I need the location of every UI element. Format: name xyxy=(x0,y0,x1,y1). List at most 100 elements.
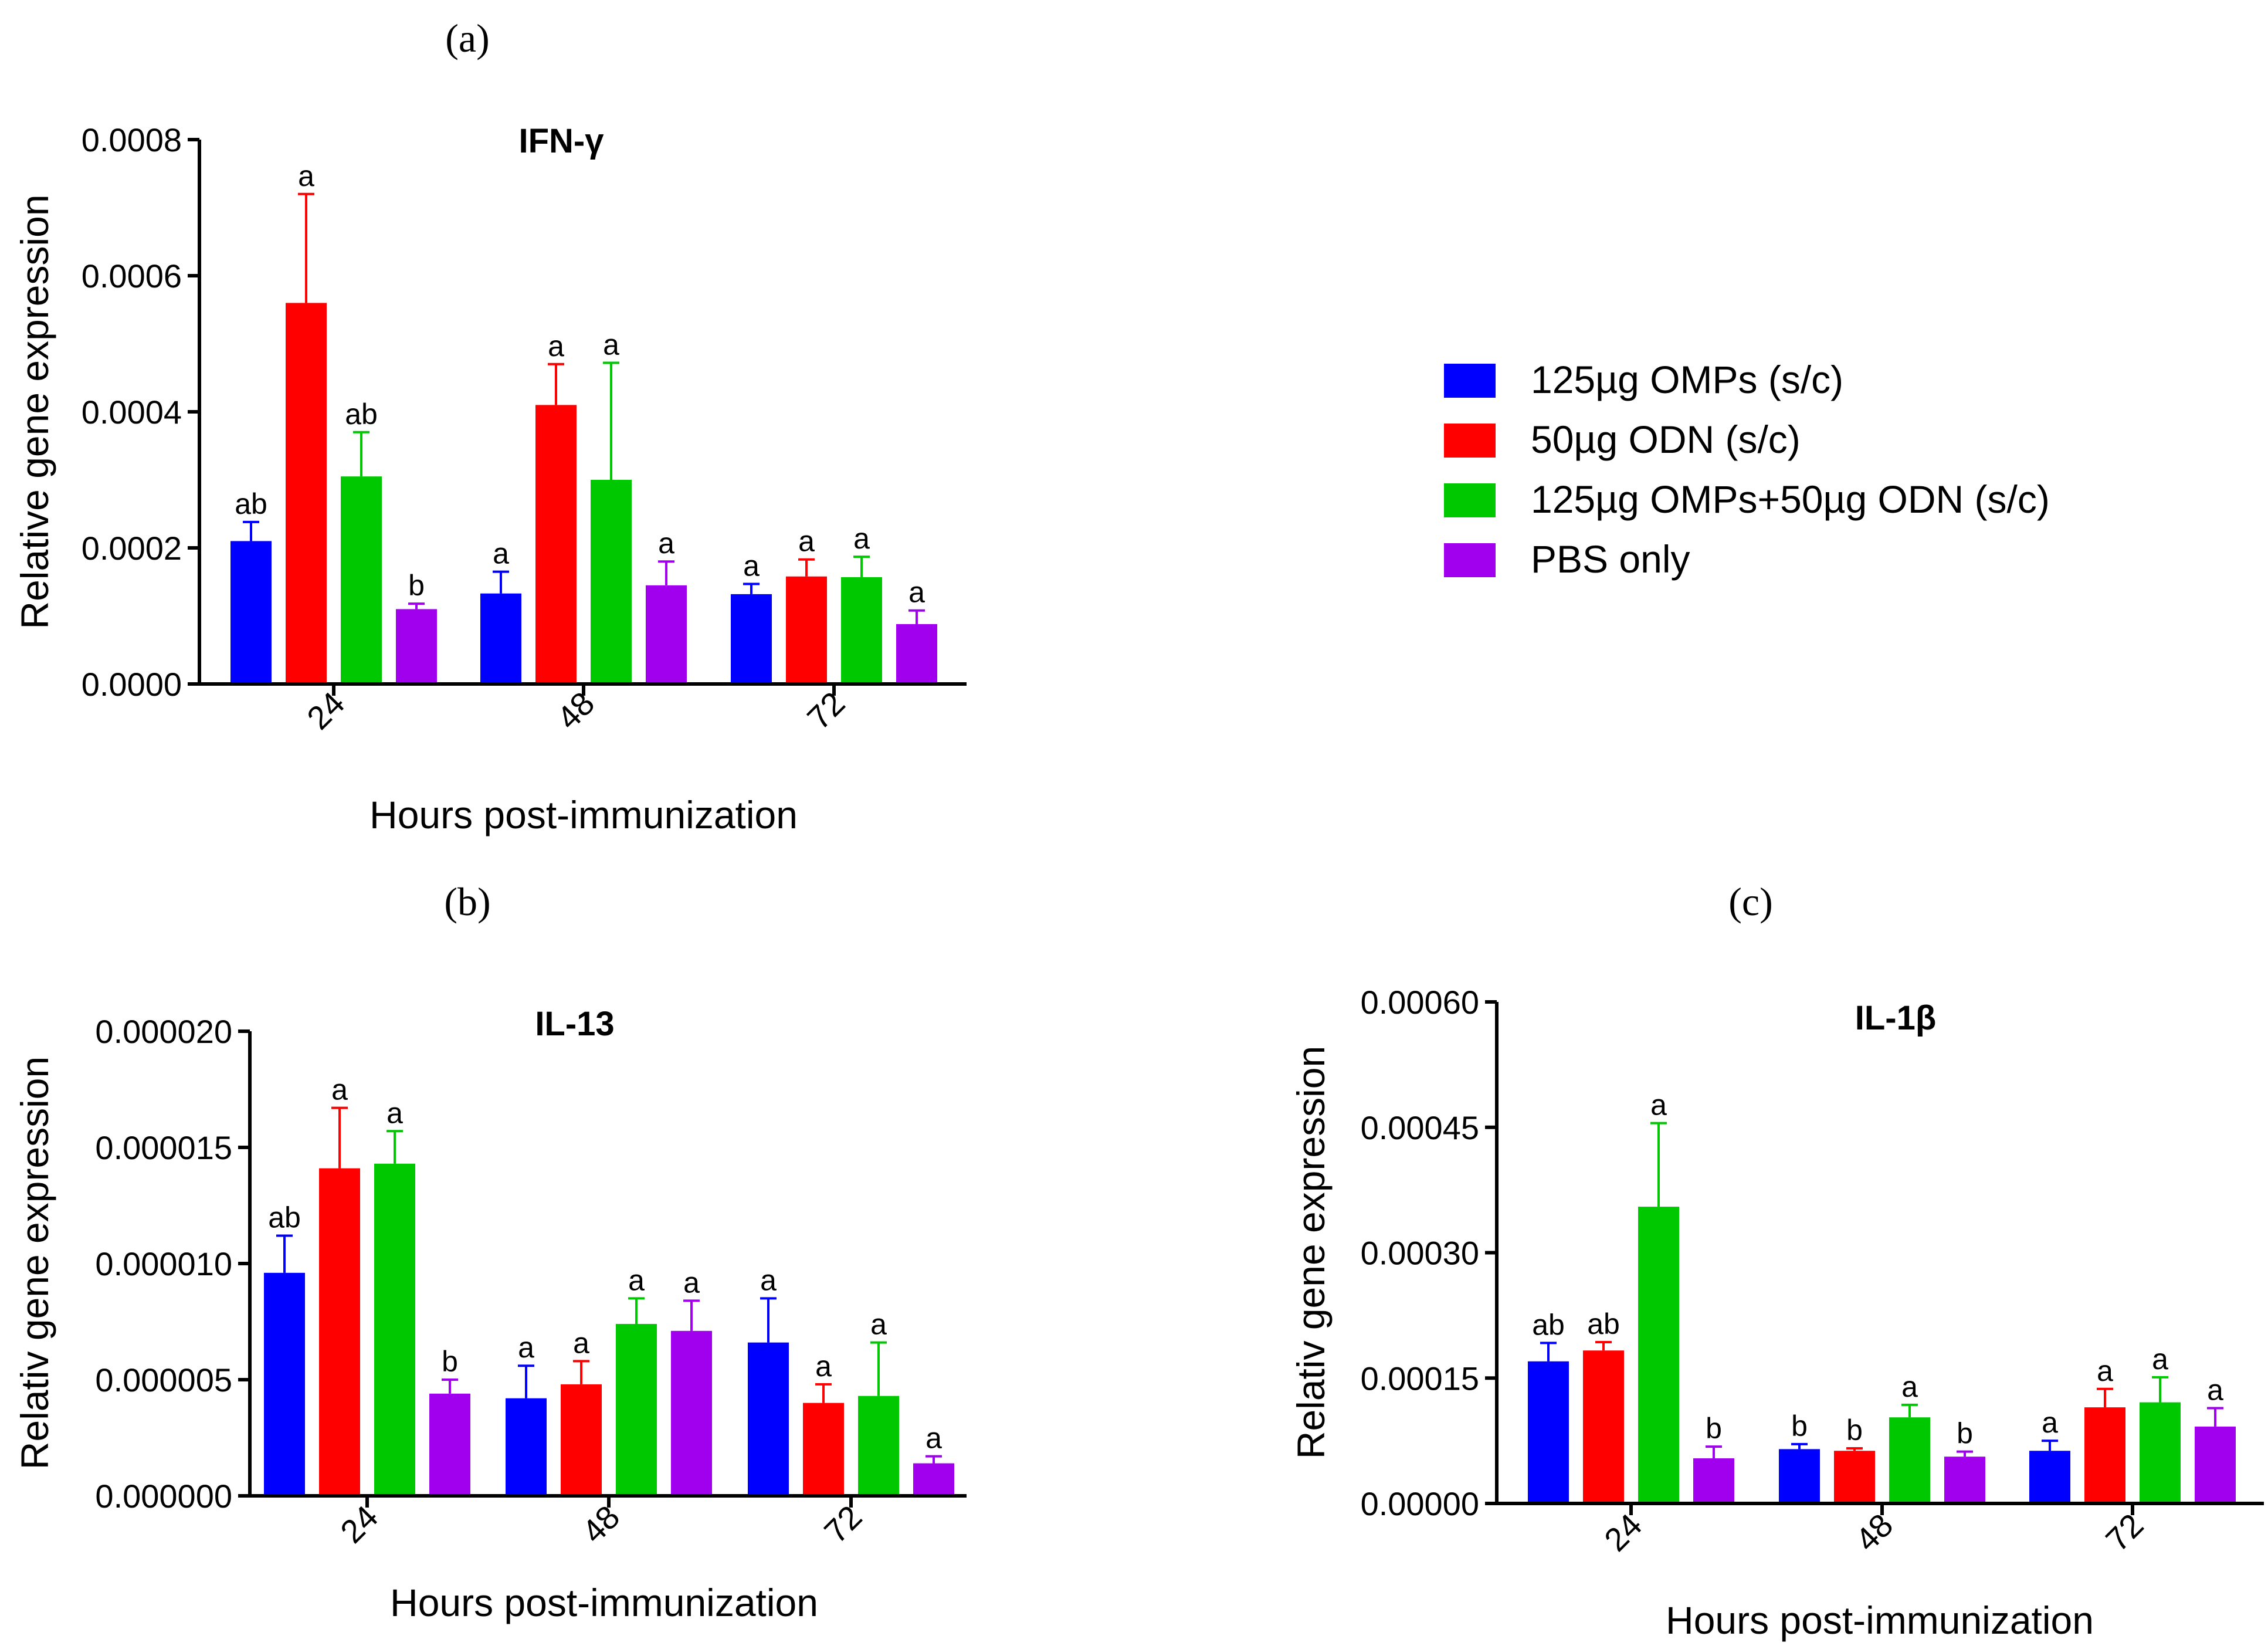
x-tick-label: 48 xyxy=(1848,1506,1900,1559)
significance-label: a xyxy=(573,1326,589,1359)
significance-label: a xyxy=(493,537,509,570)
chart-ifn-gamma: IFN-γ Relative gene expression Hours post-… xyxy=(13,121,967,836)
x-tick-label: 24 xyxy=(1597,1506,1649,1559)
significance-label: a xyxy=(2152,1343,2168,1376)
x-axis-label: Hours post-immunization xyxy=(1666,1598,2094,1642)
bar xyxy=(2140,1402,2181,1503)
significance-label: a xyxy=(815,1350,832,1383)
y-tick-label: 0.0008 xyxy=(82,121,182,158)
significance-label: a xyxy=(925,1422,942,1455)
bar xyxy=(230,541,272,684)
legend-item-label: 125µg OMPs (s/c) xyxy=(1531,358,1843,401)
bar xyxy=(1583,1350,1624,1503)
bar xyxy=(731,594,772,684)
significance-label: a xyxy=(1901,1370,1918,1403)
x-tick-label: 48 xyxy=(575,1498,627,1550)
y-tick-label: 0.00015 xyxy=(1361,1360,1479,1397)
bar xyxy=(616,1323,657,1496)
significance-label: a xyxy=(760,1264,777,1296)
significance-label: b xyxy=(1791,1410,1808,1442)
bar xyxy=(1889,1417,1930,1503)
significance-label: ab xyxy=(345,398,378,431)
significance-label: a xyxy=(298,160,314,192)
significance-label: a xyxy=(853,522,870,555)
significance-label: a xyxy=(870,1308,887,1341)
bar xyxy=(671,1330,712,1496)
significance-label: a xyxy=(603,328,619,361)
significance-label: a xyxy=(2042,1406,2058,1439)
bar xyxy=(1944,1457,1985,1503)
y-axis-label: Relativ gene expression xyxy=(13,1056,56,1469)
y-tick-label: 0.000020 xyxy=(95,1013,232,1050)
significance-label: a xyxy=(658,527,674,560)
significance-label: a xyxy=(331,1073,348,1106)
significance-label: a xyxy=(743,549,760,582)
y-tick-label: 0.00000 xyxy=(1361,1485,1479,1522)
bar xyxy=(429,1393,470,1496)
significance-label: b xyxy=(408,569,425,602)
bar xyxy=(786,576,827,684)
significance-label: b xyxy=(1846,1414,1863,1447)
y-tick-label: 0.000000 xyxy=(95,1478,232,1515)
bar xyxy=(396,609,437,684)
bar xyxy=(535,405,577,684)
significance-label: ab xyxy=(268,1201,301,1234)
legend-swatch xyxy=(1444,543,1496,577)
chart-il-13: IL-13 Relativ gene expression Hours post-i… xyxy=(13,1005,967,1624)
bar xyxy=(1779,1449,1820,1503)
significance-label: a xyxy=(387,1096,403,1129)
bar xyxy=(858,1396,899,1496)
bar xyxy=(264,1272,305,1496)
chart-title: IL-13 xyxy=(535,1005,614,1043)
x-tick-label: 24 xyxy=(333,1498,385,1550)
y-tick-label: 0.000005 xyxy=(95,1361,232,1398)
significance-label: ab xyxy=(235,487,267,520)
significance-label: a xyxy=(518,1331,534,1364)
bar xyxy=(748,1342,789,1496)
significance-label: a xyxy=(683,1266,700,1299)
significance-label: ab xyxy=(1587,1308,1620,1340)
y-tick-label: 0.0006 xyxy=(82,258,182,294)
x-tick-label: 72 xyxy=(2099,1506,2151,1559)
bar xyxy=(646,585,687,684)
y-tick-label: 0.00030 xyxy=(1361,1235,1479,1272)
legend-swatch xyxy=(1444,424,1496,458)
bar xyxy=(1693,1458,1734,1503)
chart-il-1beta: IL-1β Relativ gene expression Hours post-i… xyxy=(1289,984,2264,1642)
significance-label: ab xyxy=(1532,1308,1565,1341)
legend-item-label: 50µg ODN (s/c) xyxy=(1531,418,1801,461)
bar xyxy=(319,1168,360,1496)
bar xyxy=(1834,1451,1875,1503)
x-tick-label: 48 xyxy=(550,685,602,737)
significance-label: a xyxy=(2097,1354,2113,1387)
chart-title: IFN-γ xyxy=(519,122,605,160)
bar xyxy=(2084,1407,2125,1503)
significance-label: b xyxy=(442,1345,458,1378)
y-tick-label: 0.000010 xyxy=(95,1245,232,1282)
bar xyxy=(1528,1361,1569,1503)
chart-title: IL-1β xyxy=(1855,999,1937,1037)
legend-swatch xyxy=(1444,364,1496,398)
bar xyxy=(913,1463,954,1496)
y-tick-label: 0.0004 xyxy=(82,394,182,431)
y-axis-label: Relativ gene expression xyxy=(1289,1046,1333,1459)
y-tick-label: 0.00060 xyxy=(1361,984,1479,1021)
legend-item-label: 125µg OMPs+50µg ODN (s/c) xyxy=(1531,477,2050,521)
bar xyxy=(506,1398,547,1496)
bar xyxy=(1638,1207,1679,1503)
significance-label: a xyxy=(2207,1374,2223,1407)
x-tick-label: 72 xyxy=(800,685,852,737)
significance-label: a xyxy=(908,576,925,609)
bar xyxy=(841,577,882,684)
y-axis-label: Relative gene expression xyxy=(13,194,56,629)
significance-label: b xyxy=(1957,1417,1973,1450)
x-axis-label: Hours post-immunization xyxy=(390,1581,818,1624)
y-tick-label: 0.0002 xyxy=(82,530,182,567)
bar xyxy=(561,1384,602,1496)
significance-label: a xyxy=(798,525,815,558)
x-tick-label: 72 xyxy=(817,1498,869,1550)
bar xyxy=(286,303,327,684)
bar xyxy=(591,480,632,684)
legend-swatch xyxy=(1444,483,1496,517)
significance-label: a xyxy=(1650,1089,1667,1122)
